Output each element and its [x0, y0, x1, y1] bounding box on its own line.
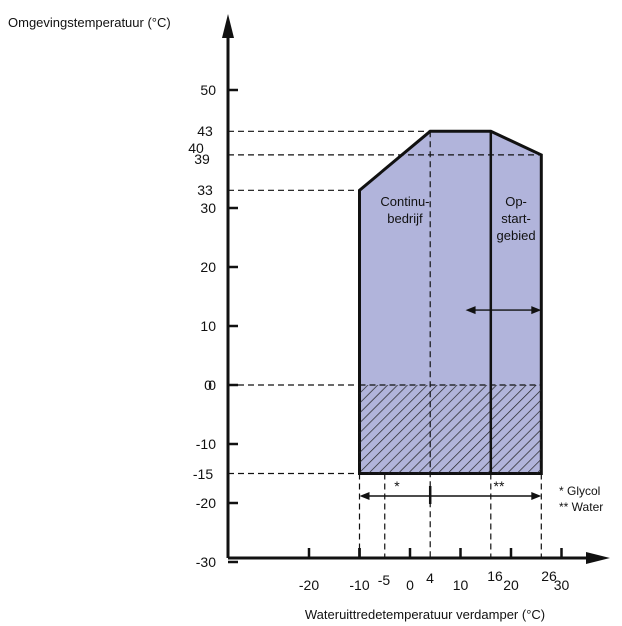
reference-label-y: 33 — [197, 182, 213, 198]
x-axis-ticks: -20 -10 0 10 20 30 — [299, 548, 570, 593]
x-tick-label: 20 — [503, 577, 519, 593]
y-tick-label: 30 — [200, 200, 216, 216]
reference-label-x: 16 — [487, 568, 503, 584]
range-arrow: * ** — [360, 478, 542, 504]
legend-item: * Glycol — [559, 484, 600, 498]
startup-area-label: start- — [501, 211, 531, 226]
hatched-region — [360, 385, 542, 474]
startup-area-label: Op- — [505, 194, 527, 209]
y-axis-title: Omgevingstemperatuur (°C) — [8, 15, 171, 30]
legend: * Glycol ** Water — [559, 484, 603, 514]
y-tick-label: 20 — [200, 259, 216, 275]
reference-label-x: 26 — [541, 568, 557, 584]
x-tick-label: -20 — [299, 577, 319, 593]
reference-label-y: 40 — [188, 140, 204, 156]
y-tick-label: -20 — [196, 495, 216, 511]
y-tick-label: 10 — [200, 318, 216, 334]
y-axis-arrowhead — [222, 14, 234, 38]
y-tick-label: 50 — [200, 82, 216, 98]
y-tick-label: -10 — [196, 436, 216, 452]
glycol-marker: * — [394, 478, 400, 494]
x-tick-label: 10 — [453, 577, 469, 593]
x-tick-label: -10 — [349, 577, 369, 593]
x-axis-title: Wateruittredetemperatuur verdamper (°C) — [305, 607, 545, 622]
reference-label-x: 4 — [426, 570, 434, 586]
startup-area-label: gebied — [497, 228, 536, 243]
x-tick-label: 0 — [406, 577, 414, 593]
reference-label-y: 0 — [204, 377, 212, 393]
continuous-operation-label: Continu- — [380, 194, 429, 209]
y-tick-label: -30 — [196, 554, 216, 570]
continuous-operation-label: bedrijf — [387, 211, 423, 226]
water-marker: ** — [494, 478, 505, 494]
reference-label-y: 43 — [197, 123, 213, 139]
range-arrow-right-head — [531, 492, 541, 500]
reference-label-y: -15 — [193, 466, 213, 482]
reference-label-x: -5 — [378, 572, 391, 588]
range-arrow-left-head — [360, 492, 370, 500]
x-axis-arrowhead — [586, 552, 610, 564]
legend-item: ** Water — [559, 500, 603, 514]
